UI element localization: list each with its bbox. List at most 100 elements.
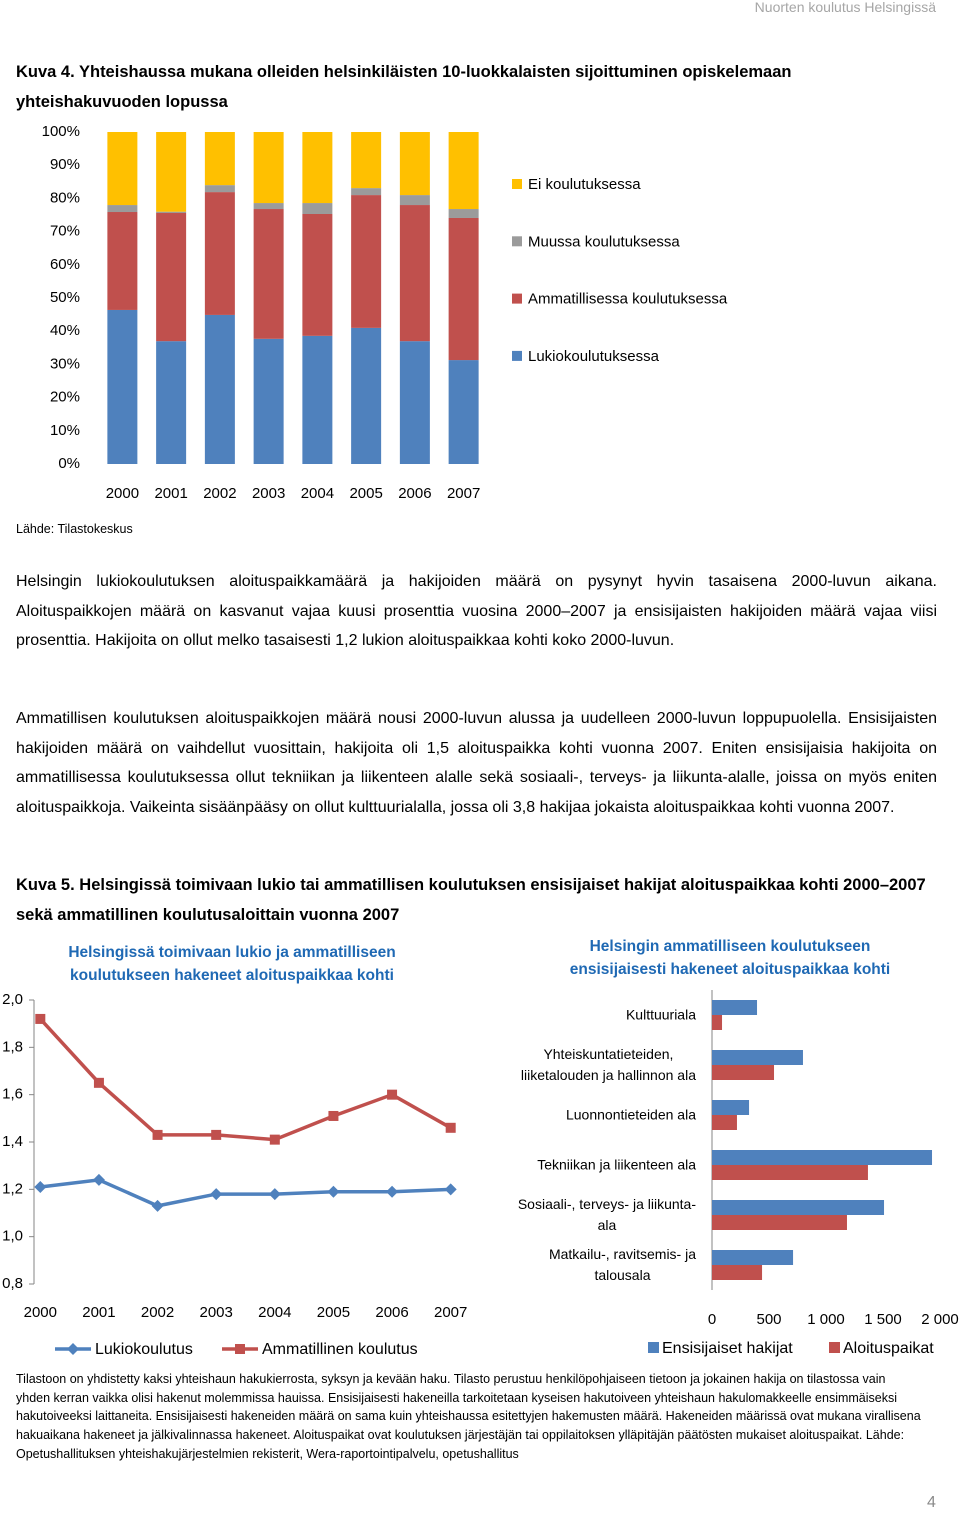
y-tick-label: 1,8	[2, 1038, 23, 1055]
category-label: Luonnontieteiden ala	[565, 1106, 696, 1123]
legend-marker	[235, 1344, 245, 1354]
bar-segment	[399, 205, 430, 342]
bar-segment	[253, 338, 284, 464]
y-tick-label: 60%	[50, 256, 80, 273]
marker	[35, 1013, 46, 1024]
x-tick-label: 0	[708, 1311, 716, 1328]
marker	[328, 1110, 339, 1121]
source: Lähde: Tilastokeskus	[16, 522, 133, 536]
legend-label: Ei koulutuksessa	[528, 176, 641, 193]
x-tick-label: 2004	[258, 1304, 291, 1321]
y-tick-label: 30%	[50, 355, 80, 372]
legend-label: Ammatillinen koulutus	[262, 1341, 418, 1358]
marker	[269, 1134, 280, 1145]
x-tick-label: 2006	[375, 1304, 408, 1321]
y-tick-label: 1,4	[2, 1133, 23, 1150]
marker	[93, 1077, 104, 1088]
marker	[445, 1122, 456, 1133]
bar-segment	[156, 211, 187, 214]
series-line	[40, 1178, 451, 1208]
bar-segment	[204, 314, 235, 464]
paragraph: Helsingin lukiokoulutuksen aloituspaikka…	[16, 573, 937, 650]
legend-swatch	[648, 1342, 659, 1353]
y-tick-label: 100%	[42, 123, 80, 140]
x-tick-label: 2006	[398, 485, 431, 502]
legend-swatch	[512, 293, 522, 304]
y-tick-label: 2,0	[2, 991, 23, 1008]
y-tick-label: 1,6	[2, 1086, 23, 1103]
bar-segment	[253, 132, 284, 204]
legend-label: Aloituspaikat	[843, 1340, 934, 1357]
y-tick-label: 50%	[50, 289, 80, 306]
bar	[712, 1115, 737, 1130]
bar-segment	[448, 360, 479, 464]
y-tick-label: 40%	[50, 322, 80, 339]
marker	[92, 1173, 105, 1186]
bar	[712, 1065, 775, 1080]
category-label: Kulttuuriala	[625, 1006, 696, 1023]
x-tick-label: 2 000	[921, 1311, 959, 1328]
x-tick-label: 2002	[203, 485, 236, 502]
bar-segment	[399, 195, 430, 206]
paragraph: Ammatillisen koulutuksen aloituspaikkoje…	[16, 710, 937, 816]
y-tick-label: 1,2	[2, 1180, 23, 1197]
bar-segment	[107, 205, 138, 213]
legend-label: Ammatillisessa koulutuksessa	[528, 291, 728, 308]
legend-swatch	[512, 350, 522, 361]
bar-segment	[302, 214, 333, 336]
bar-segment	[448, 209, 479, 218]
bar	[712, 1150, 933, 1165]
bar-segment	[302, 203, 333, 215]
legend-marker	[67, 1343, 79, 1355]
marker	[152, 1129, 163, 1140]
y-tick-label: 1,0	[2, 1228, 23, 1245]
bar-segment	[253, 203, 284, 210]
bar-segment	[107, 212, 138, 310]
y-tick-label: 0%	[58, 455, 80, 472]
x-tick-label: 2005	[349, 485, 382, 502]
category-label: Yhteiskuntatieteiden, liiketalouden ja h…	[520, 1046, 696, 1083]
bar-segment	[399, 341, 430, 464]
marker	[211, 1129, 222, 1140]
bar-segment	[204, 185, 235, 193]
marker	[444, 1183, 457, 1196]
legend-label: Lukiokoulutuksessa	[528, 348, 660, 365]
bar-segment	[107, 309, 138, 464]
x-tick-label: 2004	[301, 485, 334, 502]
marker	[327, 1185, 340, 1198]
category-label: Sosiaali-, terveys- ja liikunta- ala	[517, 1196, 696, 1233]
legend-label: Muussa koulutuksessa	[528, 233, 680, 250]
bar-segment	[302, 132, 333, 204]
bar-segment	[351, 132, 382, 189]
bar	[712, 1165, 868, 1180]
chart-title: Helsingin ammatilliseen koulutukseen ens…	[569, 938, 891, 978]
marker	[151, 1199, 164, 1212]
x-tick-label: 500	[756, 1311, 781, 1328]
legend-label: Ensisijaiset hakijat	[662, 1340, 793, 1357]
figure-caption: Kuva 4. Yhteishaussa mukana olleiden hel…	[16, 63, 792, 111]
bar-segment	[302, 335, 333, 464]
bar-segment	[156, 213, 187, 342]
marker	[386, 1185, 399, 1198]
marker	[268, 1188, 281, 1201]
legend-swatch	[512, 236, 522, 247]
bar	[712, 1000, 758, 1015]
legend-label: Lukiokoulutus	[95, 1341, 193, 1358]
x-tick-label: 2001	[154, 485, 187, 502]
bar-segment	[399, 132, 430, 196]
x-tick-label: 2000	[24, 1304, 57, 1321]
marker	[387, 1089, 398, 1100]
x-tick-label: 2007	[434, 1304, 467, 1321]
y-tick-label: 70%	[50, 223, 80, 240]
bar-segment	[204, 192, 235, 315]
x-tick-label: 2002	[141, 1304, 174, 1321]
x-tick-label: 1 500	[864, 1311, 902, 1328]
y-tick-label: 90%	[50, 156, 80, 173]
bar	[712, 1050, 803, 1065]
legend-swatch	[829, 1342, 840, 1353]
legend-swatch	[512, 179, 522, 189]
footnote: Tilastoon on yhdistetty kaksi yhteishaun…	[16, 1372, 921, 1461]
category-label: Matkailu-, ravitsemis- ja talousala	[548, 1246, 696, 1283]
x-tick-label: 2003	[252, 485, 285, 502]
x-tick-label: 2005	[317, 1304, 350, 1321]
